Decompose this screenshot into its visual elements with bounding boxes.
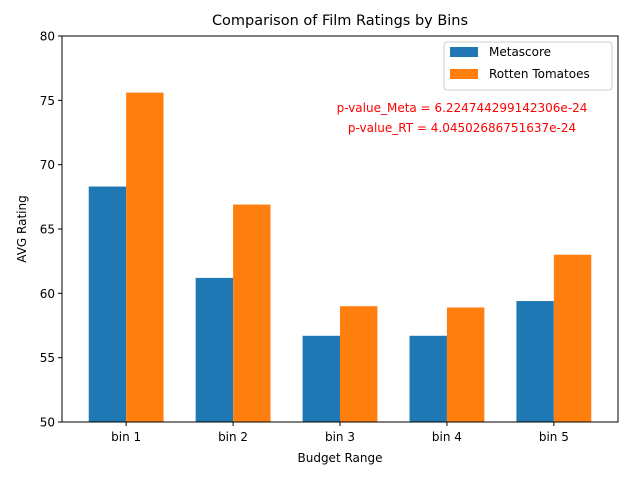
bar-rotten-tomatoes-bin-1 bbox=[126, 92, 164, 423]
legend-swatch-rotten-tomatoes bbox=[450, 69, 478, 79]
bar-rotten-tomatoes-bin-5 bbox=[553, 254, 592, 422]
bar-rotten-tomatoes-bin-3 bbox=[340, 306, 378, 422]
bar-metascore-bin-5 bbox=[516, 301, 554, 422]
bars bbox=[88, 92, 592, 423]
x-tick-label: bin 4 bbox=[432, 430, 462, 444]
bar-metascore-bin-4 bbox=[409, 335, 447, 422]
bar-rotten-tomatoes-bin-2 bbox=[233, 204, 271, 422]
y-tick-label: 80 bbox=[40, 30, 55, 44]
plot-area-frame bbox=[61, 35, 619, 423]
bar-metascore-bin-1 bbox=[88, 186, 127, 422]
annotation-pvalue-rt: p-value_RT = 4.04502686751637e-24 bbox=[348, 121, 576, 135]
chart-title: Comparison of Film Ratings by Bins bbox=[212, 13, 468, 29]
bar-rotten-tomatoes-bin-4 bbox=[446, 307, 485, 422]
x-tick-label: bin 3 bbox=[325, 430, 355, 444]
x-axis-label: Budget Range bbox=[297, 451, 382, 465]
legend-swatch-metascore bbox=[450, 47, 478, 57]
bar-metascore-bin-2 bbox=[195, 277, 234, 422]
y-tick-label: 50 bbox=[40, 416, 55, 430]
y-axis-label: AVG Rating bbox=[15, 195, 29, 262]
legend-label-rotten-tomatoes: Rotten Tomatoes bbox=[489, 67, 590, 81]
legend: Metascore Rotten Tomatoes bbox=[443, 41, 613, 91]
x-tick-label: bin 1 bbox=[111, 430, 141, 444]
y-tick-label: 75 bbox=[40, 94, 55, 108]
y-tick-label: 60 bbox=[40, 287, 55, 301]
y-tick-label: 65 bbox=[40, 223, 55, 237]
y-tick-label: 55 bbox=[40, 351, 55, 365]
annotation-pvalue-meta: p-value_Meta = 6.224744299142306e-24 bbox=[337, 101, 588, 115]
bar-metascore-bin-3 bbox=[302, 335, 340, 422]
x-tick-label: bin 2 bbox=[218, 430, 248, 444]
y-axis-ticks: 50 55 60 65 70 75 80 bbox=[40, 30, 62, 430]
legend-label-metascore: Metascore bbox=[489, 45, 551, 59]
legend-frame bbox=[443, 41, 613, 91]
x-tick-label: bin 5 bbox=[539, 430, 569, 444]
x-axis-ticks: bin 1 bin 2 bin 3 bin 4 bin 5 bbox=[111, 422, 569, 444]
y-tick-label: 70 bbox=[40, 158, 55, 172]
